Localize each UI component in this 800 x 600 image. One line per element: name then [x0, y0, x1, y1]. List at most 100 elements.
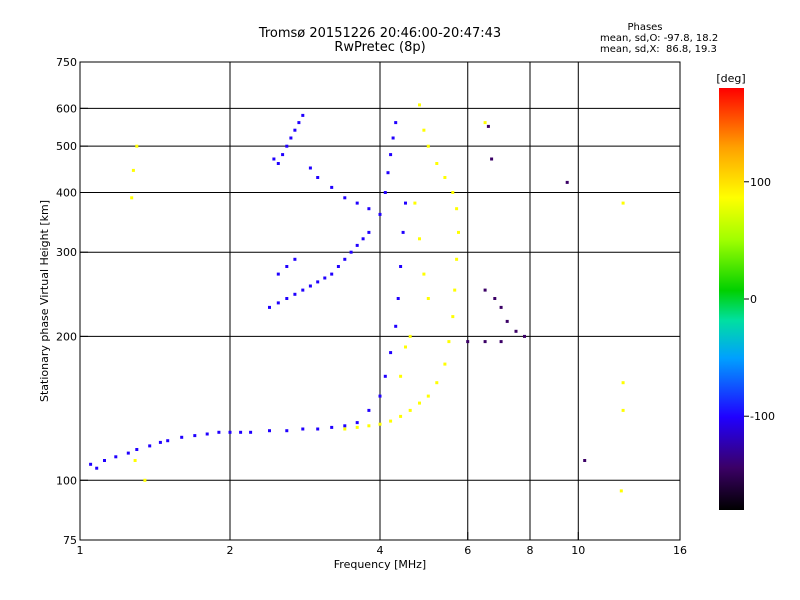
scatter-point: [148, 444, 152, 448]
y-tick-label: 600: [56, 102, 77, 115]
scatter-point: [486, 124, 490, 128]
scatter-point: [217, 430, 221, 434]
scatter-point: [276, 272, 280, 276]
scatter-point: [343, 427, 347, 431]
scatter-point: [499, 305, 503, 309]
scatter-point: [422, 128, 426, 132]
scatter-point: [396, 297, 400, 300]
x-tick-label: 4: [377, 544, 384, 557]
scatter-point: [323, 276, 327, 280]
scatter-point: [249, 430, 253, 434]
colorbar-tick-label: -100: [750, 410, 775, 423]
scatter-point: [391, 136, 395, 140]
scatter-point: [565, 180, 569, 184]
scatter-point: [301, 288, 305, 292]
scatter-point: [316, 427, 320, 431]
scatter-point: [483, 288, 487, 292]
scatter-point: [355, 421, 359, 425]
scatter-point: [336, 265, 340, 268]
scatter-point: [399, 265, 403, 268]
scatter-point: [330, 425, 334, 429]
scatter-point: [228, 430, 232, 434]
scatter-point: [285, 144, 289, 148]
scatter-point: [389, 351, 393, 355]
scatter-point: [367, 408, 371, 412]
scatter-point: [180, 435, 184, 439]
scatter-point: [457, 230, 460, 234]
scatter-point: [399, 414, 403, 418]
scatter-point: [443, 362, 447, 366]
y-tick-label: 400: [56, 186, 77, 199]
title-line-1: Tromsø 20151226 20:46:00-20:47:43: [258, 26, 502, 41]
scatter-point: [276, 162, 280, 165]
scatter-point: [383, 374, 387, 378]
scatter-point: [418, 401, 421, 405]
grid-lines: [80, 62, 680, 540]
colorbar-tick-label: 100: [750, 176, 771, 189]
scatter-point: [135, 144, 139, 148]
scatter-point: [426, 144, 430, 148]
scatter-point: [389, 153, 393, 157]
y-tick-label: 200: [56, 330, 77, 343]
scatter-point: [343, 424, 347, 428]
x-tick-label: 1: [77, 544, 84, 557]
scatter-point: [367, 230, 371, 234]
scatter-point: [293, 257, 297, 261]
scatter-point: [285, 297, 289, 300]
x-tick-label: 10: [571, 544, 585, 557]
scatter-point: [193, 434, 197, 438]
scatter-point: [466, 340, 470, 344]
scatter-point: [239, 430, 243, 434]
scatter-point: [293, 128, 297, 132]
scatter-point: [394, 121, 398, 125]
scatter-point: [426, 297, 430, 300]
scatter-point: [131, 168, 135, 172]
y-tick-label: 500: [56, 140, 77, 153]
scatter-point: [401, 230, 405, 234]
scatter-point: [343, 257, 347, 261]
scatter-point: [130, 196, 134, 200]
scatter-point: [293, 292, 297, 296]
scatter-point: [330, 185, 334, 189]
phase-stats-heading: Phases: [627, 22, 663, 33]
scatter-point: [621, 381, 625, 385]
scatter-point: [418, 237, 421, 241]
scatter-point: [133, 459, 137, 462]
scatter-point: [378, 394, 382, 398]
scatter-point: [272, 157, 276, 161]
scatter-point: [297, 121, 301, 125]
colorbar: [719, 88, 744, 510]
y-axis-label: Stationary phase Virtual Height [km]: [38, 200, 51, 402]
scatter-point: [619, 489, 623, 493]
scatter-point: [621, 408, 625, 412]
scatter-point: [301, 113, 305, 117]
scatter-point: [621, 201, 625, 205]
scatter-point: [435, 381, 439, 385]
scatter-point: [276, 301, 280, 305]
colorbar-tick-label: 0: [750, 293, 757, 306]
axis-ticks: 1 2 4 6 8 10 16 75 100 200 300 400 500 600 750: [56, 56, 687, 557]
scatter-point: [583, 459, 587, 462]
x-tick-label: 2: [227, 544, 234, 557]
scatter-point: [205, 432, 209, 436]
scatter-point: [135, 448, 139, 451]
scatter-point: [361, 237, 365, 241]
x-axis-label: Frequency [MHz]: [334, 558, 426, 571]
scatter-point: [367, 207, 371, 211]
scatter-point: [355, 425, 359, 429]
scatter-point: [281, 153, 285, 157]
scatter-point: [285, 265, 289, 268]
y-tick-label: 100: [56, 474, 77, 487]
scatter-points: [89, 103, 625, 493]
scatter-point: [443, 176, 447, 179]
scatter-point: [343, 196, 347, 200]
scatter-point: [394, 324, 398, 328]
scatter-point: [355, 201, 359, 205]
scatter-point: [95, 466, 99, 470]
scatter-point: [268, 429, 271, 433]
scatter-point: [404, 201, 407, 205]
scatter-point: [89, 462, 93, 466]
scatter-point: [268, 305, 271, 309]
scatter-point: [413, 201, 417, 205]
